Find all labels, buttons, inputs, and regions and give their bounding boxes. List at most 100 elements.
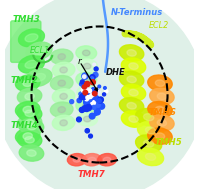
Ellipse shape [88, 157, 96, 162]
Text: TMH7: TMH7 [78, 170, 105, 179]
Ellipse shape [127, 76, 136, 83]
Circle shape [94, 89, 99, 94]
Ellipse shape [150, 88, 174, 105]
Circle shape [84, 96, 88, 100]
Circle shape [98, 85, 101, 88]
Ellipse shape [129, 63, 138, 69]
Circle shape [92, 90, 97, 95]
Circle shape [95, 108, 100, 112]
Ellipse shape [23, 80, 32, 87]
Ellipse shape [83, 116, 91, 122]
Circle shape [82, 95, 86, 100]
Circle shape [93, 91, 97, 96]
Circle shape [85, 108, 89, 112]
Circle shape [81, 88, 86, 93]
Ellipse shape [129, 116, 138, 122]
Ellipse shape [143, 114, 154, 121]
Circle shape [77, 117, 81, 122]
Ellipse shape [26, 69, 52, 86]
Ellipse shape [77, 59, 98, 73]
Ellipse shape [83, 50, 90, 56]
Circle shape [103, 87, 106, 89]
Circle shape [79, 95, 84, 100]
Ellipse shape [103, 157, 111, 162]
Circle shape [82, 85, 86, 89]
Ellipse shape [60, 93, 67, 99]
Ellipse shape [138, 148, 164, 166]
Ellipse shape [121, 111, 146, 127]
Ellipse shape [60, 67, 67, 73]
Circle shape [98, 98, 102, 103]
Ellipse shape [58, 54, 65, 60]
Circle shape [84, 99, 88, 104]
Ellipse shape [136, 135, 162, 152]
Ellipse shape [26, 42, 52, 60]
Ellipse shape [16, 128, 40, 144]
Ellipse shape [50, 76, 73, 91]
FancyBboxPatch shape [11, 21, 41, 62]
Ellipse shape [52, 115, 75, 130]
Ellipse shape [76, 46, 97, 60]
Circle shape [93, 72, 98, 77]
Ellipse shape [25, 119, 34, 126]
Ellipse shape [17, 115, 42, 131]
Ellipse shape [76, 72, 97, 87]
Circle shape [89, 95, 92, 98]
Circle shape [91, 101, 95, 105]
Circle shape [83, 90, 88, 95]
Ellipse shape [83, 90, 91, 95]
Circle shape [90, 99, 94, 103]
Circle shape [93, 95, 99, 102]
Ellipse shape [83, 103, 90, 109]
Circle shape [84, 87, 89, 92]
Circle shape [96, 90, 100, 94]
Circle shape [96, 102, 100, 107]
Circle shape [79, 107, 85, 112]
Circle shape [82, 85, 85, 88]
Circle shape [95, 109, 100, 115]
Circle shape [89, 134, 93, 138]
Ellipse shape [157, 93, 167, 100]
Text: TMH4: TMH4 [11, 121, 38, 130]
Circle shape [85, 82, 89, 86]
Text: DHE: DHE [106, 68, 126, 77]
Ellipse shape [60, 120, 67, 126]
Ellipse shape [119, 98, 144, 114]
Ellipse shape [73, 157, 81, 162]
Ellipse shape [155, 133, 165, 139]
Circle shape [99, 103, 105, 109]
Ellipse shape [76, 99, 97, 113]
Ellipse shape [77, 112, 98, 126]
Circle shape [90, 75, 95, 80]
Circle shape [91, 77, 94, 80]
Ellipse shape [17, 88, 42, 105]
Text: TMH6: TMH6 [149, 108, 176, 117]
Ellipse shape [50, 49, 73, 64]
Circle shape [93, 89, 97, 92]
Ellipse shape [77, 85, 98, 100]
Text: TMH5: TMH5 [154, 138, 182, 147]
Ellipse shape [155, 106, 165, 113]
Circle shape [105, 90, 108, 93]
Circle shape [94, 67, 98, 71]
Circle shape [82, 73, 88, 79]
Ellipse shape [27, 123, 36, 130]
Ellipse shape [129, 89, 138, 96]
Ellipse shape [25, 110, 34, 117]
Ellipse shape [148, 101, 172, 118]
Ellipse shape [33, 47, 46, 55]
Circle shape [80, 93, 87, 100]
Circle shape [85, 105, 92, 111]
Circle shape [94, 91, 97, 93]
Ellipse shape [17, 132, 42, 148]
Text: TMH2: TMH2 [11, 76, 38, 85]
Circle shape [83, 75, 86, 78]
Ellipse shape [136, 108, 162, 126]
Ellipse shape [143, 140, 154, 147]
FancyArrowPatch shape [125, 34, 151, 45]
Ellipse shape [25, 34, 38, 42]
Circle shape [94, 112, 97, 115]
Text: N-Terminus: N-Terminus [111, 8, 163, 17]
Circle shape [77, 98, 81, 103]
Text: r: r [78, 57, 82, 66]
